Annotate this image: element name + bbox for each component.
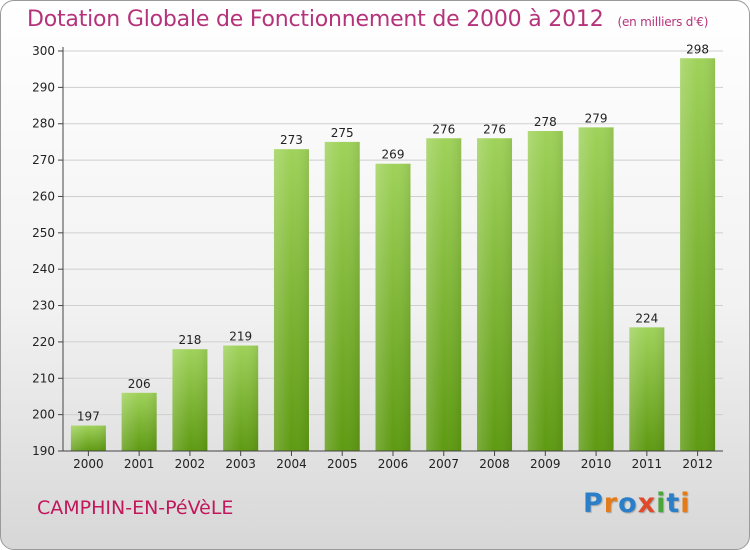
y-tick-label: 200: [32, 408, 55, 422]
bar-shade: [223, 345, 259, 451]
bar-shade: [375, 163, 411, 451]
y-tick-label: 250: [32, 226, 55, 240]
city-name: CAMPHIN-EN-PéVèLE: [37, 497, 234, 519]
bar-value-label: 269: [382, 148, 405, 162]
bar-shade: [527, 131, 563, 451]
bar-shade: [680, 58, 716, 451]
logo-letter: o: [618, 488, 638, 519]
y-tick-label: 260: [32, 189, 55, 203]
bar-value-label: 276: [483, 122, 506, 136]
bar-shade: [578, 127, 614, 451]
bar-value-label: 298: [686, 42, 709, 56]
logo-letter: i: [656, 488, 667, 519]
bar-value-label: 275: [331, 126, 354, 140]
bar-value-label: 218: [178, 333, 201, 347]
x-tick-label: 2006: [378, 457, 409, 471]
y-tick-label: 230: [32, 299, 55, 313]
x-tick-label: 2000: [73, 457, 104, 471]
bar-value-label: 278: [534, 115, 557, 129]
x-tick-label: 2009: [530, 457, 561, 471]
chart-title: Dotation Globale de Fonctionnement de 20…: [27, 7, 708, 32]
bar-shade: [426, 138, 462, 452]
logo-letter: i: [680, 488, 691, 519]
y-tick-label: 290: [32, 80, 55, 94]
y-tick-label: 210: [32, 371, 55, 385]
logo-letter: r: [603, 488, 619, 519]
bar-shade: [629, 327, 665, 451]
x-tick-label: 2005: [327, 457, 358, 471]
bar-value-label: 206: [128, 377, 151, 391]
bar-shade: [477, 138, 513, 452]
bar-value-label: 197: [77, 410, 100, 424]
y-tick-label: 280: [32, 117, 55, 131]
y-tick-label: 240: [32, 262, 55, 276]
x-tick-label: 2002: [175, 457, 206, 471]
bar-value-label: 224: [635, 311, 658, 325]
x-tick-label: 2004: [276, 457, 307, 471]
bars: [70, 58, 716, 452]
x-tick-label: 2010: [581, 457, 612, 471]
bar-shade: [324, 141, 360, 451]
y-tick-label: 300: [32, 44, 55, 58]
x-tick-label: 2011: [632, 457, 663, 471]
bar-value-label: 219: [229, 330, 252, 344]
bar-value-label: 279: [585, 111, 608, 125]
x-tick-label: 2012: [682, 457, 713, 471]
logo-letter: x: [637, 488, 657, 519]
y-tick-label: 270: [32, 153, 55, 167]
proxiti-logo[interactable]: Proxiti: [583, 488, 691, 519]
bar-shade: [172, 349, 208, 451]
bar-shade: [70, 425, 106, 451]
axes: [58, 47, 723, 456]
bar-value-label: 276: [432, 122, 455, 136]
bar-shade: [121, 392, 157, 451]
x-tick-label: 2008: [479, 457, 510, 471]
x-tick-label: 2003: [225, 457, 256, 471]
bar-value-label: 273: [280, 133, 303, 147]
labels: 190 200 210 220 230 240 250 260 270 280 290 300 197 2…: [32, 42, 713, 471]
y-tick-label: 190: [32, 444, 55, 458]
y-tick-label: 220: [32, 335, 55, 349]
x-tick-label: 2001: [124, 457, 155, 471]
bar-shade: [273, 149, 309, 451]
x-tick-label: 2007: [428, 457, 459, 471]
logo-letter: t: [666, 488, 681, 519]
logo-letter: P: [583, 488, 604, 519]
chart-unit: (en milliers d'€): [617, 15, 709, 29]
chart-title-text: Dotation Globale de Fonctionnement de 20…: [27, 7, 604, 32]
